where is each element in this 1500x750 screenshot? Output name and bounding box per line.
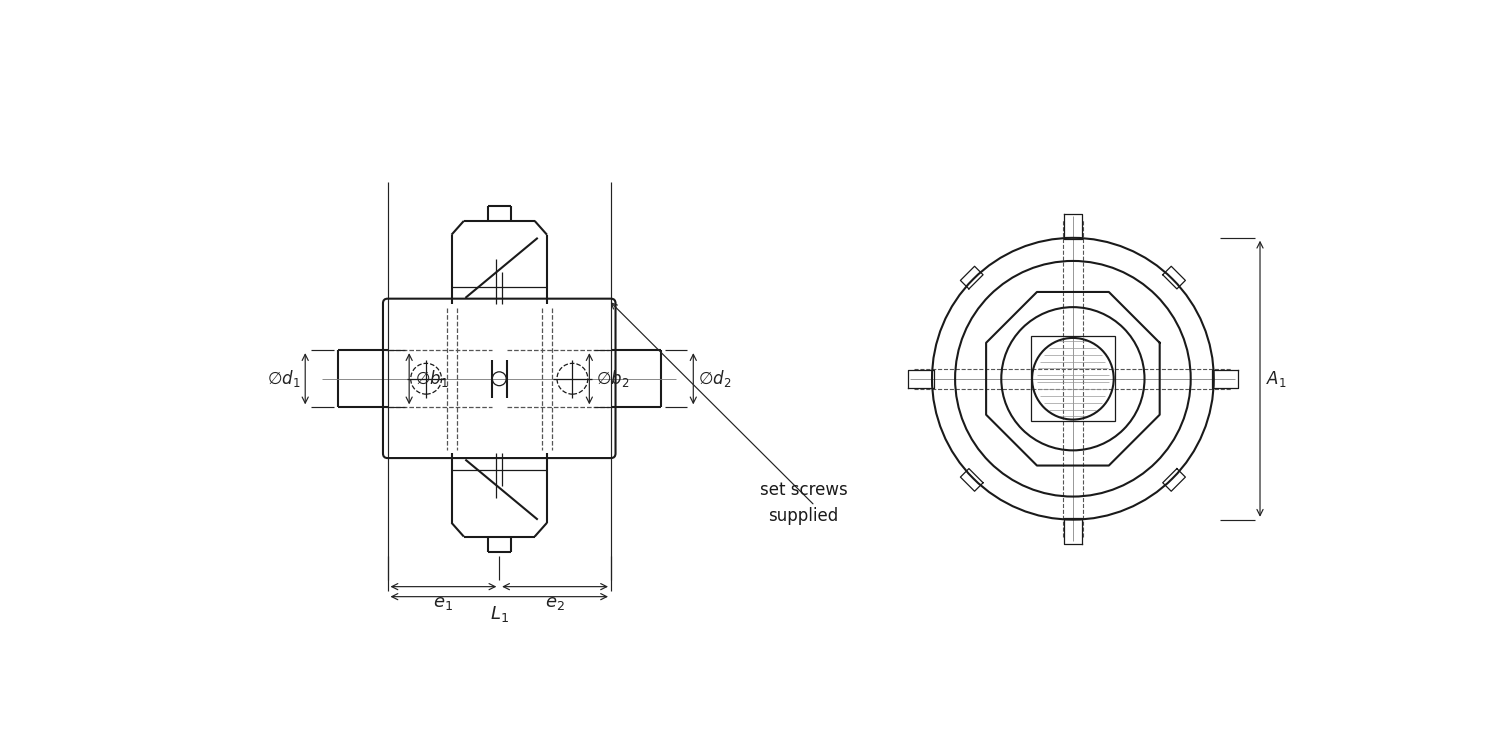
Text: L$_1$: L$_1$ xyxy=(489,604,508,624)
Text: $\varnothing$b$_2$: $\varnothing$b$_2$ xyxy=(596,368,628,389)
Text: e$_1$: e$_1$ xyxy=(433,594,453,612)
Bar xyxy=(1030,337,1116,421)
Text: e$_2$: e$_2$ xyxy=(544,594,566,612)
Text: $\varnothing$b$_1$: $\varnothing$b$_1$ xyxy=(416,368,448,389)
Text: $\varnothing$d$_2$: $\varnothing$d$_2$ xyxy=(698,368,732,389)
Text: $\varnothing$d$_1$: $\varnothing$d$_1$ xyxy=(267,368,300,389)
Text: A$_1$: A$_1$ xyxy=(1266,369,1287,388)
Text: set screws
supplied: set screws supplied xyxy=(759,481,847,525)
